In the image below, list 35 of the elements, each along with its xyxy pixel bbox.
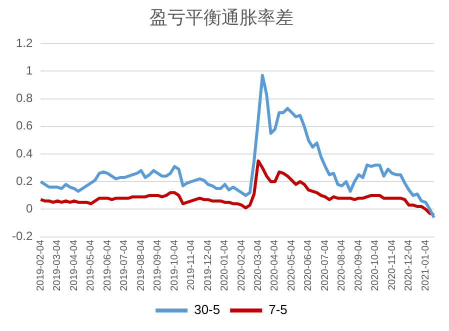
y-tick-label: 0.4 (16, 146, 33, 160)
x-tick-label: 2019-10-04 (169, 239, 180, 292)
legend-label: 7-5 (268, 302, 288, 318)
y-tick-label: 0.6 (16, 118, 33, 133)
x-tick-label: 2020-06-04 (303, 239, 314, 292)
x-tick-label: 2019-06-04 (102, 239, 114, 292)
x-tick-label: 2020-01-04 (220, 239, 231, 292)
chart-title: 盈亏平衡通胀率差 (150, 7, 294, 28)
legend-label: 30-5 (194, 302, 220, 318)
y-tick-label: 0.8 (16, 91, 33, 106)
y-tick-label: 1.2 (16, 36, 33, 50)
x-tick-label: 2019-09-04 (152, 239, 164, 292)
x-tick-label: 2019-04-04 (68, 239, 80, 292)
x-tick-label: 2020-10-04 (370, 239, 382, 292)
x-tick-label: 2019-11-04 (186, 239, 198, 290)
x-tick-label: 2020-11-04 (386, 239, 398, 290)
x-tick-label: 2020-02-04 (236, 239, 248, 292)
x-tick-label: 2019-08-04 (136, 239, 147, 292)
x-tick-label: 2020-09-04 (353, 239, 364, 292)
x-tick-label: 2019-02-04 (35, 239, 46, 292)
x-tick-label: 2020-07-04 (320, 239, 331, 292)
x-tick-label: 2020-12-04 (404, 239, 415, 292)
x-tick-label: 2019-07-04 (119, 239, 130, 292)
x-tick-label: 2020-04-04 (270, 239, 281, 292)
x-tick-label: 2021-01-04 (420, 239, 432, 292)
y-tick-label: 0.2 (16, 174, 33, 188)
x-tick-label: 2020-03-04 (253, 239, 264, 292)
y-tick-label: 0 (26, 202, 33, 216)
x-tick-label: 2019-12-04 (202, 239, 214, 292)
x-tick-label: 2019-05-04 (86, 239, 97, 292)
y-tick-label: 1 (26, 64, 33, 78)
x-tick-label: 2020-05-04 (286, 239, 298, 292)
x-tick-label: 2019-03-04 (52, 239, 64, 292)
y-tick-label: -0.2 (12, 229, 33, 244)
x-tick-label: 2020-08-04 (336, 239, 348, 292)
